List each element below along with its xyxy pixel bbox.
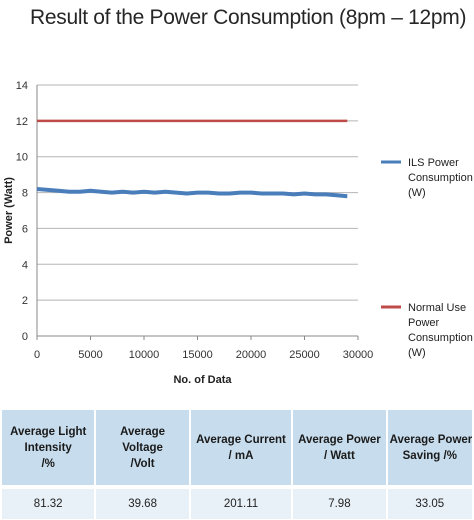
y-tick-label: 14 xyxy=(16,80,28,92)
header-average-power-saving: Average Power Saving /% xyxy=(387,410,472,485)
header-average-current: Average Current / mA xyxy=(190,410,292,485)
legend-label: Consumption xyxy=(408,172,473,184)
legend-label: (W) xyxy=(408,347,426,359)
summary-value-row: 81.32 39.68 201.11 7.98 33.05 xyxy=(2,485,472,519)
value-average-power-saving: 33.05 xyxy=(387,485,472,519)
header-line: Average Current xyxy=(196,433,286,446)
header-line: Average Power xyxy=(298,433,381,446)
header-line: / Watt xyxy=(323,449,355,462)
header-average-light-intensity: Average Light Intensity /% xyxy=(2,410,95,485)
y-tick-label: 2 xyxy=(22,295,28,307)
header-line: Average Power xyxy=(389,433,472,446)
header-line: / mA xyxy=(228,449,254,462)
header-line: /% xyxy=(41,457,55,470)
header-average-power: Average Power / Watt xyxy=(293,410,386,485)
value-average-voltage: 39.68 xyxy=(96,485,189,519)
series-line-ils-power xyxy=(36,187,348,199)
summary-table: Average Light Intensity /% Average Volta… xyxy=(0,410,474,519)
y-tick-label: 0 xyxy=(22,331,28,343)
x-tick-label: 25000 xyxy=(289,349,320,361)
legend-entry: ILS Power Consumption (W) xyxy=(381,157,473,199)
header-line: Saving /% xyxy=(402,449,457,462)
x-tick-label: 10000 xyxy=(129,349,160,361)
header-line: Intensity xyxy=(24,441,72,454)
legend-label: Consumption xyxy=(408,332,473,344)
x-tick-label: 5000 xyxy=(78,349,102,361)
y-tick-label: 12 xyxy=(16,116,28,128)
y-tick-label: 6 xyxy=(22,223,28,235)
power-line-chart: 0 2 4 6 8 10 12 14 0 5000 10000 15000 20000 25000 3000… xyxy=(3,80,473,386)
header-line: Average Light xyxy=(10,425,87,438)
value-average-current: 201.11 xyxy=(190,485,292,519)
header-line: Average xyxy=(120,425,166,438)
summary-header-row: Average Light Intensity /% Average Volta… xyxy=(2,410,472,485)
y-tick-label: 4 xyxy=(22,259,28,271)
legend-label: ILS Power xyxy=(408,157,459,169)
header-line: Voltage xyxy=(122,441,163,454)
y-axis-title: Power (Watt) xyxy=(3,177,15,244)
x-tick-label: 0 xyxy=(34,349,40,361)
header-line: /Volt xyxy=(130,457,155,470)
x-tick-label: 15000 xyxy=(182,349,213,361)
header-average-voltage: Average Voltage /Volt xyxy=(96,410,189,485)
value-average-power: 7.98 xyxy=(293,485,386,519)
legend-entry: Normal Use Power Consumption (W) xyxy=(381,302,473,359)
legend-label: Normal Use xyxy=(408,302,466,314)
y-tick-label: 8 xyxy=(22,188,28,200)
x-tick-label: 20000 xyxy=(236,349,267,361)
y-tick-label: 10 xyxy=(16,152,28,164)
page-title: Result of the Power Consumption (8pm – 1… xyxy=(30,6,467,29)
legend-label: Power xyxy=(408,317,440,329)
value-average-light-intensity: 81.32 xyxy=(2,485,95,519)
x-axis-title: No. of Data xyxy=(173,374,232,386)
x-tick-label: 30000 xyxy=(343,349,374,361)
legend-label: (W) xyxy=(408,187,426,199)
